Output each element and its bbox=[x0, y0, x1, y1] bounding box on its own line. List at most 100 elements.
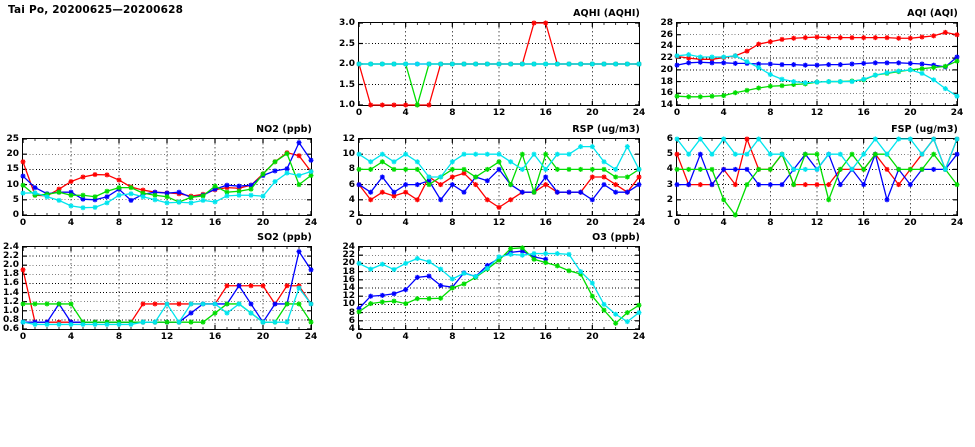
y-tick-label: 15 bbox=[6, 164, 19, 175]
y-tick-label: 3 bbox=[666, 179, 673, 190]
y-tick-label: 8 bbox=[348, 307, 355, 318]
x-tick-label: 16 bbox=[857, 218, 870, 228]
plot-area-aqi: 14 16 18 20 22 24 26 28 0 4 8 12 16 20 24 bbox=[660, 18, 963, 118]
x-tick-label: 4 bbox=[67, 332, 75, 342]
x-tick-label: 0 bbox=[19, 332, 27, 342]
panel-title-no2: NO2 (ppb) bbox=[256, 124, 312, 135]
y-tick-label: 12 bbox=[342, 134, 355, 144]
y-tick-label: 1.0 bbox=[339, 100, 355, 110]
chart-panel-fsp: FSP (ug/m3) 1 2 3 4 5 6 0 4 8 12 16 20 24 bbox=[667, 124, 964, 228]
y-tick-label: 20 bbox=[660, 64, 673, 75]
plot-area-fsp: 1 2 3 4 5 6 0 4 8 12 16 20 24 bbox=[667, 134, 964, 228]
y-tick-label: 2.4 bbox=[3, 242, 19, 252]
chart-panel-so2: SO2 (ppb) 0.6 0.8 1.0 1.2 1.4 1.6 1.8 2.0 2.2 2.4… bbox=[3, 232, 317, 342]
y-tick-label: 2.0 bbox=[3, 260, 19, 271]
x-tick-label: 4 bbox=[402, 108, 409, 118]
y-tick-label: 3.0 bbox=[339, 18, 355, 28]
y-tick-label: 14 bbox=[342, 283, 355, 293]
x-tick-label: 4 bbox=[402, 218, 409, 228]
x-tick-label: 8 bbox=[115, 332, 123, 342]
plot-area-rsp: 2 4 6 8 10 12 0 4 8 12 16 20 24 bbox=[342, 134, 645, 228]
y-tick-label: 0 bbox=[12, 210, 19, 220]
y-tick-label: 4 bbox=[348, 324, 355, 334]
x-tick-label: 12 bbox=[492, 108, 506, 118]
panel-title-aqi: AQI (AQI) bbox=[907, 8, 958, 19]
panel-title-aqhi: AQHI (AQHI) bbox=[573, 8, 640, 19]
x-tick-label: 20 bbox=[256, 332, 270, 342]
x-tick-label: 0 bbox=[355, 108, 363, 118]
x-tick-label: 20 bbox=[586, 332, 599, 342]
y-tick-label: 2.2 bbox=[3, 251, 19, 262]
x-tick-label: 0 bbox=[19, 218, 27, 228]
y-tick-label: 16 bbox=[660, 88, 673, 99]
x-tick-label: 0 bbox=[673, 108, 681, 118]
x-tick-label: 24 bbox=[304, 218, 318, 228]
y-tick-label: 4 bbox=[666, 164, 673, 175]
y-tick-label: 2 bbox=[666, 194, 673, 205]
y-tick-label: 16 bbox=[342, 274, 355, 285]
x-tick-label: 16 bbox=[539, 108, 552, 118]
x-tick-label: 24 bbox=[950, 108, 964, 118]
y-tick-label: 2 bbox=[348, 210, 355, 220]
plot-svg-o3 bbox=[356, 245, 642, 330]
y-tick-label: 1 bbox=[666, 210, 673, 220]
x-tick-label: 16 bbox=[857, 108, 870, 118]
x-tick-label: 0 bbox=[355, 332, 363, 342]
plot-svg-aqhi bbox=[356, 20, 642, 108]
y-tick-label: 22 bbox=[660, 53, 673, 64]
x-tick-label: 24 bbox=[304, 332, 318, 342]
y-tick-label: 18 bbox=[660, 76, 673, 87]
y-tick-label: 12 bbox=[342, 291, 355, 302]
y-tick-label: 1.5 bbox=[339, 79, 355, 90]
plot-svg-fsp bbox=[674, 136, 960, 218]
y-tick-label: 20 bbox=[6, 149, 19, 160]
y-tick-label: 0.6 bbox=[3, 324, 19, 334]
y-tick-label: 8 bbox=[348, 164, 355, 175]
x-tick-label: 0 bbox=[673, 218, 681, 228]
y-tick-label: 14 bbox=[660, 100, 673, 110]
chart-panel-no2: NO2 (ppb) 0 5 10 15 20 25 0 4 8 12 16 20 24 bbox=[6, 124, 317, 228]
panel-title-o3: O3 (ppb) bbox=[592, 232, 640, 243]
y-tick-label: 2.5 bbox=[339, 38, 355, 49]
x-tick-label: 8 bbox=[767, 218, 774, 228]
chart-panel-o3: O3 (ppb) 4 6 8 10 12 14 16 18 20 22 24 0 4 8 12 16 20 24 bbox=[342, 232, 645, 342]
x-tick-label: 8 bbox=[767, 108, 774, 118]
x-tick-label: 20 bbox=[586, 218, 599, 228]
y-tick-label: 10 bbox=[6, 179, 19, 190]
y-tick-label: 2.0 bbox=[339, 59, 355, 69]
x-tick-label: 12 bbox=[810, 218, 824, 228]
y-tick-label: 18 bbox=[342, 266, 355, 277]
plot-area-so2: 0.6 0.8 1.0 1.2 1.4 1.6 1.8 2.0 2.2 2.4 0 4 8 12 16 20 2… bbox=[3, 242, 317, 342]
plot-svg-aqi bbox=[674, 22, 960, 106]
x-tick-label: 16 bbox=[539, 218, 552, 228]
x-tick-label: 24 bbox=[632, 332, 646, 342]
y-tick-label: 20 bbox=[342, 258, 355, 269]
x-tick-label: 4 bbox=[720, 218, 727, 228]
chart-panel-aqi: AQI (AQI) 14 16 18 20 22 24 26 28 0 4 8 12 16 20 24 bbox=[660, 8, 963, 118]
chart-panel-rsp: RSP (ug/m3) 2 4 6 8 10 12 0 4 8 12 16 20 24 bbox=[342, 124, 645, 228]
x-tick-label: 24 bbox=[632, 108, 646, 118]
y-tick-label: 1.4 bbox=[3, 287, 19, 298]
y-tick-label: 25 bbox=[6, 134, 19, 144]
panel-title-so2: SO2 (ppb) bbox=[257, 232, 312, 243]
panel-title-rsp: RSP (ug/m3) bbox=[572, 124, 640, 135]
x-tick-label: 20 bbox=[256, 218, 270, 228]
x-tick-label: 4 bbox=[67, 218, 75, 228]
plot-svg-so2 bbox=[20, 246, 314, 330]
y-tick-label: 5 bbox=[666, 149, 673, 160]
plot-svg-no2 bbox=[20, 138, 314, 216]
plot-area-no2: 0 5 10 15 20 25 0 4 8 12 16 20 24 bbox=[6, 134, 317, 228]
x-tick-label: 24 bbox=[632, 218, 646, 228]
y-tick-label: 1.0 bbox=[3, 305, 19, 316]
plot-area-o3: 4 6 8 10 12 14 16 18 20 22 24 0 4 8 12 16 20 24 bbox=[342, 242, 645, 342]
panel-title-fsp: FSP (ug/m3) bbox=[891, 124, 958, 135]
y-tick-label: 6 bbox=[348, 315, 355, 326]
y-tick-label: 22 bbox=[342, 250, 355, 261]
y-tick-label: 26 bbox=[660, 29, 673, 40]
x-tick-label: 12 bbox=[160, 332, 174, 342]
x-tick-label: 16 bbox=[208, 218, 222, 228]
x-tick-label: 4 bbox=[720, 108, 727, 118]
y-tick-label: 28 bbox=[660, 18, 673, 28]
x-tick-label: 16 bbox=[208, 332, 222, 342]
y-tick-label: 24 bbox=[342, 242, 355, 252]
